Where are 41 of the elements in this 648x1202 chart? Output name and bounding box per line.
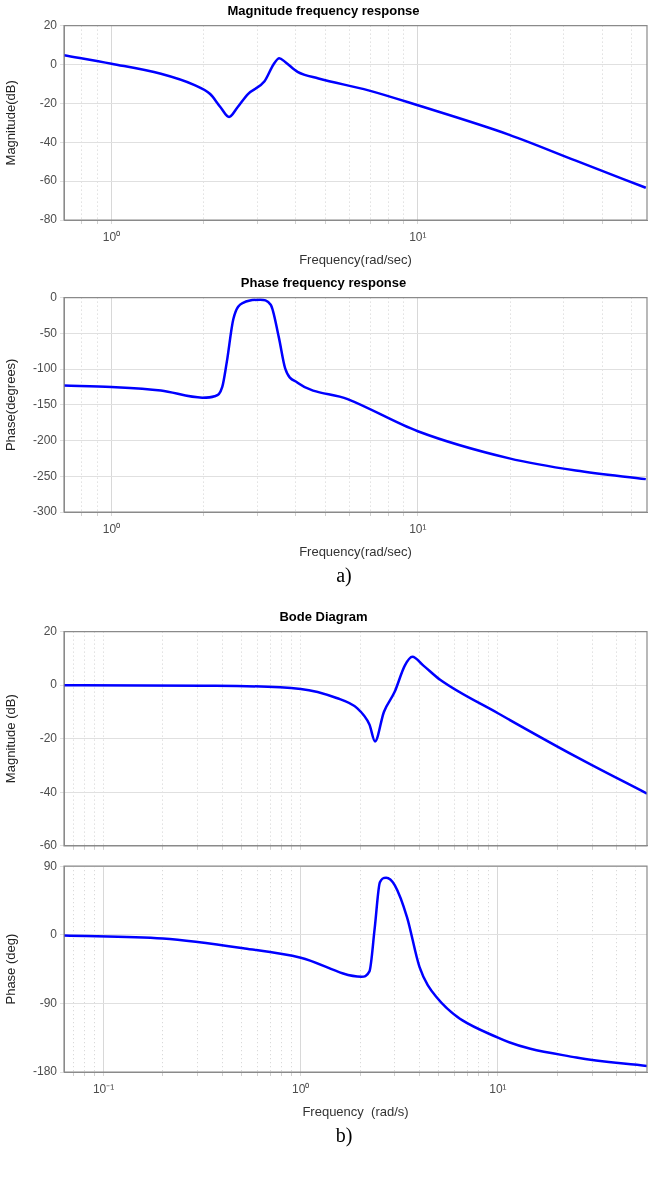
y-axis-title: Magnitude (dB)	[3, 694, 19, 784]
y-tick-label: -100	[32, 361, 58, 376]
y-tick-label: 0	[50, 927, 58, 942]
y-tick-label: -60	[39, 173, 58, 188]
x-tick-label: 10¹	[489, 1081, 507, 1096]
text: b)	[334, 1124, 354, 1149]
y-tick-label: -40	[39, 134, 58, 149]
y-tick-label: -60	[39, 838, 58, 853]
y-tick-label: -250	[32, 468, 58, 483]
y-tick-label: -20	[39, 731, 58, 746]
text: a)	[335, 564, 353, 588]
x-axis-title: Frequency(rad/sec)	[299, 543, 412, 559]
y-tick-label: -300	[32, 504, 58, 519]
y-axis-title: Magnitude(dB)	[3, 80, 19, 166]
y-axis-title: Phase (deg)	[3, 933, 19, 1005]
y-tick-label: -150	[32, 397, 58, 412]
y-tick-label: -20	[39, 95, 58, 110]
y-tick-label: -180	[32, 1064, 58, 1079]
chart-title: Bode Diagram	[279, 609, 368, 625]
chart-title: Magnitude frequency response	[227, 3, 420, 19]
y-tick-label: 0	[50, 677, 58, 692]
x-axis-title: Frequency (rad/s)	[302, 1103, 409, 1119]
x-tick-label: 10⁰	[102, 229, 121, 244]
y-tick-label: 20	[43, 17, 58, 32]
y-tick-label: 20	[43, 623, 58, 638]
x-tick-label: 10⁰	[102, 521, 121, 536]
y-tick-label: -200	[32, 432, 58, 447]
y-tick-label: 0	[50, 56, 58, 71]
y-tick-label: -50	[39, 325, 58, 340]
x-axis-title: Frequency(rad/sec)	[299, 251, 412, 267]
y-tick-label: -80	[39, 212, 58, 227]
y-tick-label: 90	[43, 858, 58, 873]
y-axis-title: Phase(degrees)	[3, 358, 19, 452]
y-tick-label: -90	[39, 995, 58, 1010]
y-tick-label: -40	[39, 784, 58, 799]
x-tick-label: 10⁰	[292, 1081, 310, 1096]
x-tick-label: 10¹	[409, 229, 427, 244]
y-tick-label: 0	[50, 289, 58, 304]
chart-title: Phase frequency response	[240, 275, 407, 291]
x-tick-label: 10⁻¹	[92, 1081, 115, 1096]
x-tick-label: 10¹	[409, 521, 427, 536]
